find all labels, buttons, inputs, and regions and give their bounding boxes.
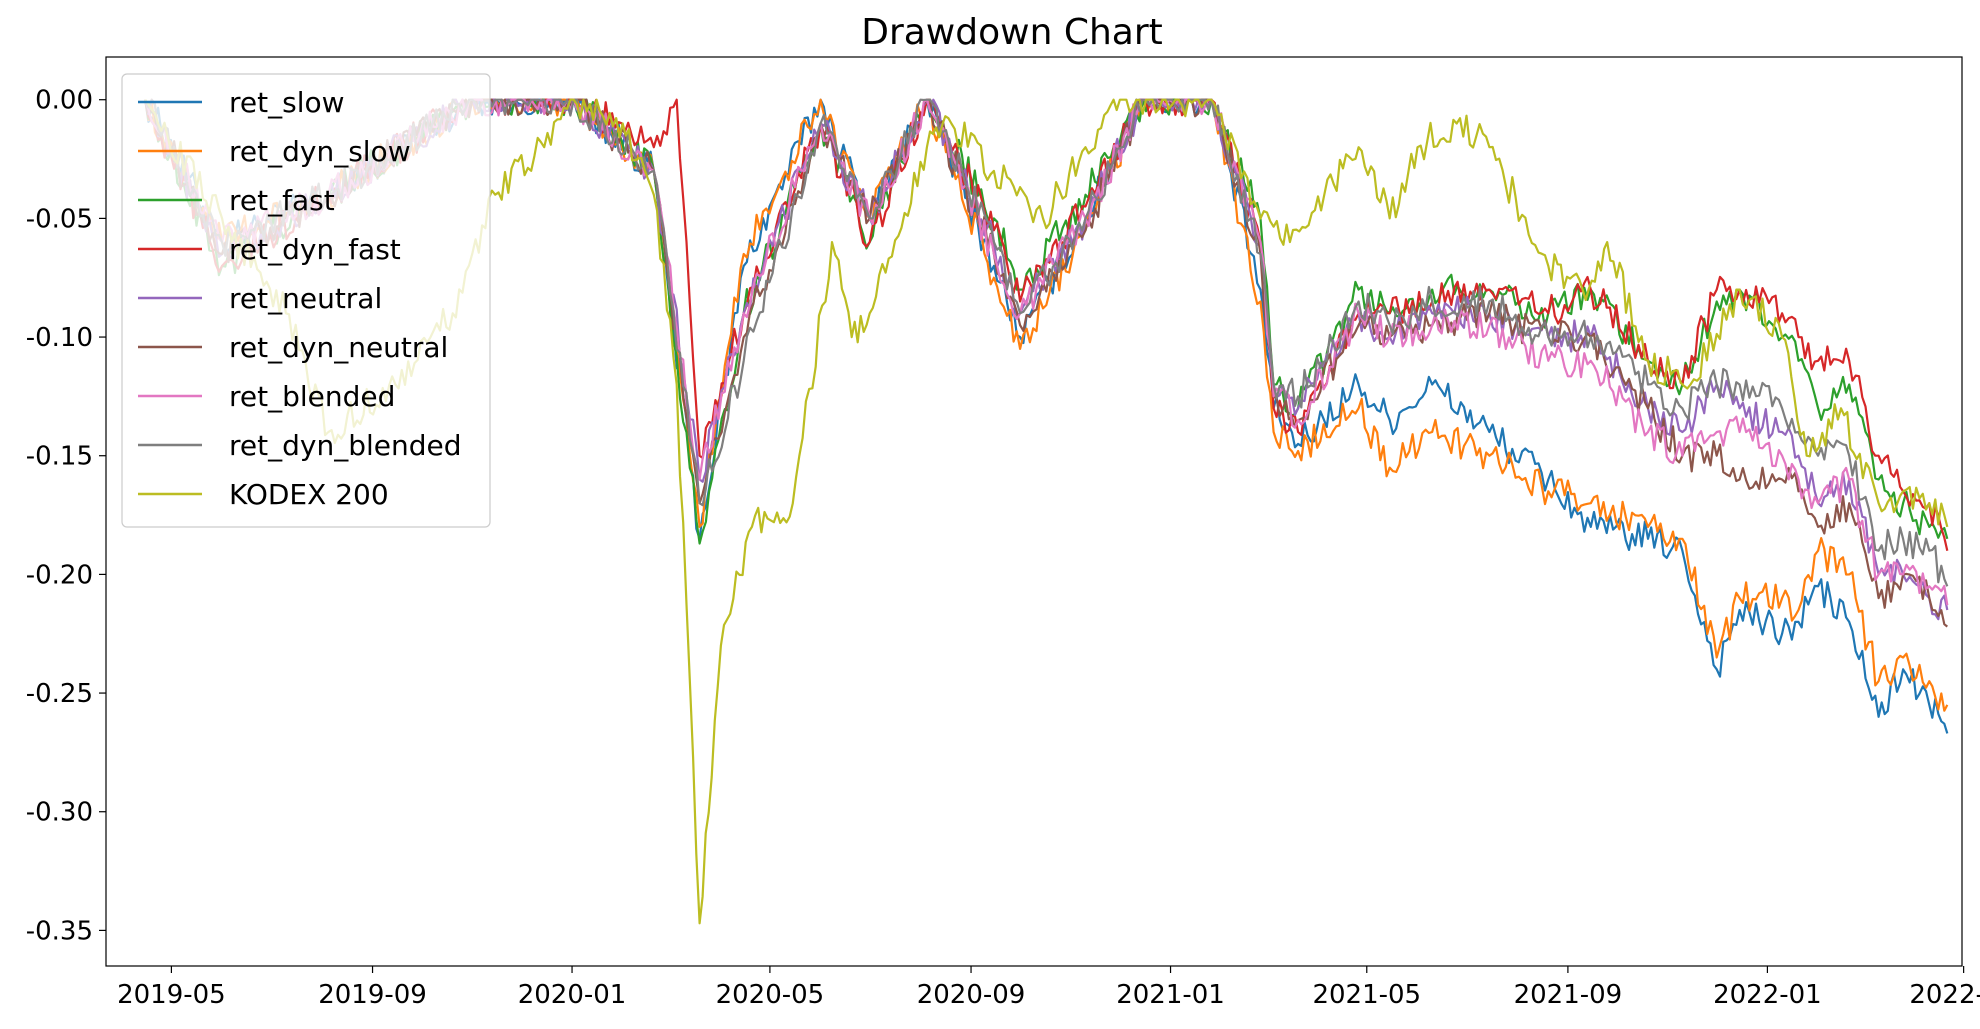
legend-box [121,73,491,528]
x-axis: 2019-05 2019-09 2020-01 2020-05 2020-09 2021-… [117,966,1980,1010]
y-tick-label: -0.05 [26,204,93,234]
x-tick-label: 2020-09 [917,980,1026,1010]
x-tick-label: 2022-01 [1713,980,1822,1010]
y-tick-label: 0.00 [35,86,93,116]
legend-label: ret_dyn_blended [229,429,462,462]
legend-label: ret_dyn_fast [229,233,401,266]
legend-label: ret_slow [229,86,345,119]
y-tick-label: -0.25 [26,679,93,709]
x-tick-label: 2019-05 [117,980,226,1010]
legend: ret_slow ret_dyn_slow ret_fast ret_dyn_fast… [121,73,491,528]
legend-label: ret_fast [229,184,335,217]
x-tick-label: 2022-05 [1909,980,1980,1010]
x-tick-label: 2021-05 [1312,980,1421,1010]
legend-label: ret_blended [229,380,395,413]
x-tick-label: 2019-09 [318,980,427,1010]
y-tick-label: -0.10 [26,323,93,353]
y-axis: 0.00 -0.05 -0.10 -0.15 -0.20 -0.25 -0.30 -0.35 [26,86,106,946]
x-tick-label: 2021-09 [1514,980,1623,1010]
y-tick-label: -0.20 [26,560,93,590]
legend-label: ret_dyn_neutral [229,331,448,364]
plot-frame [105,56,1963,967]
legend-label: ret_dyn_slow [229,135,411,168]
y-tick-label: -0.30 [26,798,93,828]
x-tick-label: 2021-01 [1116,980,1225,1010]
legend-label: KODEX 200 [229,478,389,511]
x-tick-label: 2020-01 [518,980,627,1010]
y-tick-label: -0.15 [26,442,93,472]
chart-title: Drawdown Chart [861,12,1163,53]
x-tick-label: 2020-05 [716,980,825,1010]
legend-label: ret_neutral [229,282,382,315]
y-tick-label: -0.35 [26,916,93,946]
